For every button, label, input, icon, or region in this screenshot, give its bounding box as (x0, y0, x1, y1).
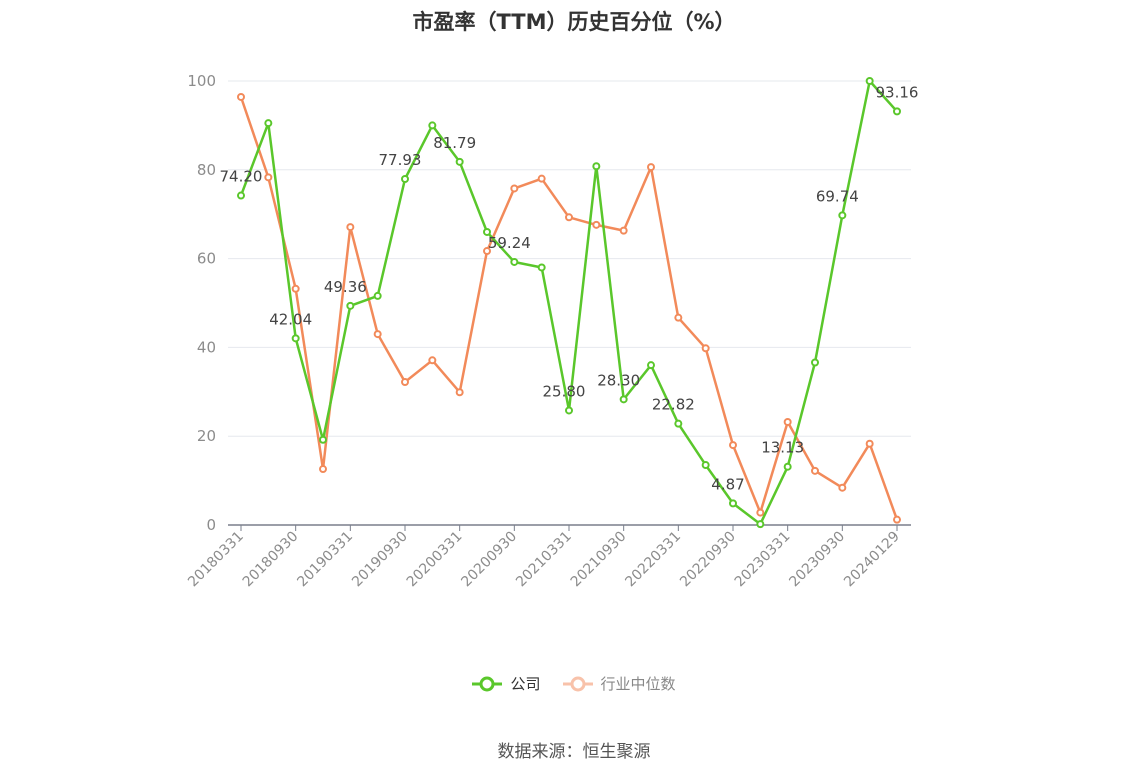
data-label: 93.16 (876, 83, 919, 101)
y-tick-label: 20 (197, 427, 216, 445)
company-data-point (619, 395, 628, 404)
legend-industry-marker-icon (562, 676, 593, 691)
company-data-point (291, 334, 300, 343)
company-data-point (701, 461, 710, 470)
industry-data-point (264, 173, 273, 182)
industry-data-point (756, 508, 765, 517)
source-note: 数据来源：恒生聚源 (497, 742, 651, 762)
company-data-point (811, 358, 819, 367)
industry-data-point (373, 330, 382, 339)
x-tick-label: 20240129 (841, 529, 903, 591)
company-data-point (647, 361, 655, 370)
company-data-point (373, 291, 382, 300)
company-data-point (592, 162, 601, 171)
company-data-point (428, 121, 437, 130)
company-data-point (537, 263, 546, 272)
legend-company-marker-icon (472, 676, 503, 691)
industry-data-point (783, 417, 792, 426)
data-label: 22.82 (652, 396, 695, 414)
industry-data-point (893, 515, 901, 524)
legend-industry-label: 行业中位数 (600, 675, 676, 693)
x-tick-label: 20230331 (732, 529, 794, 591)
industry-data-point (346, 223, 355, 232)
x-tick-label: 20190930 (349, 529, 411, 591)
legend-company-label: 公司 (510, 675, 541, 693)
data-label: 28.30 (597, 371, 640, 389)
data-label: 74.20 (220, 168, 263, 186)
industry-data-point (647, 163, 655, 172)
x-tick-label: 20190331 (294, 529, 356, 591)
industry-data-point (428, 356, 437, 365)
x-tick-label: 20210930 (568, 529, 630, 591)
industry-data-point (865, 439, 874, 448)
data-label: 81.79 (433, 134, 476, 152)
company-data-point (865, 77, 874, 85)
company-data-point (319, 435, 327, 444)
legend-item-industry[interactable]: 行业中位数 (562, 673, 676, 694)
data-label-layer: 74.20 42.04 49.36 77.93 81.79 59.24 25.80 28.30… (220, 83, 919, 493)
company-data-point (510, 257, 519, 266)
company-data-point (264, 119, 273, 128)
industry-data-point (729, 441, 737, 450)
x-tick-label: 20180930 (240, 529, 302, 591)
company-data-point (838, 211, 847, 220)
company-data-point (483, 227, 491, 236)
y-tick-label: 60 (197, 250, 216, 268)
data-label: 25.80 (543, 382, 586, 400)
company-data-point (455, 157, 464, 166)
x-tick-label: 20220331 (622, 529, 684, 591)
y-tick-label: 40 (197, 338, 216, 356)
legend-item-company[interactable]: 公司 (472, 673, 541, 694)
x-tick-label: 20180331 (185, 529, 247, 591)
industry-data-point (319, 465, 327, 474)
industry-data-point (537, 174, 546, 183)
company-data-point (674, 419, 683, 428)
chart-title: 市盈率（TTM）历史百分位（%） (412, 10, 736, 34)
company-data-point (756, 520, 765, 529)
x-tick-label: 20210331 (513, 529, 575, 591)
data-label: 4.87 (711, 475, 744, 493)
industry-data-point (455, 388, 464, 397)
y-tick-label: 0 (206, 516, 216, 534)
data-label: 42.04 (269, 310, 312, 328)
industry-data-point (838, 483, 847, 492)
industry-data-point (291, 284, 300, 293)
company-data-point (346, 301, 355, 310)
data-label: 69.74 (816, 187, 859, 205)
x-tick-label: 20200331 (404, 529, 466, 591)
industry-data-point (811, 466, 819, 475)
legend: 公司 行业中位数 (0, 673, 1148, 694)
data-label: 49.36 (324, 278, 367, 296)
industry-data-point (510, 184, 519, 193)
company-data-point (893, 107, 901, 116)
y-tick-label: 80 (197, 161, 216, 179)
series-layer (237, 77, 901, 529)
y-tick-label: 100 (187, 72, 216, 90)
industry-data-point (237, 92, 245, 101)
company-data-point (565, 406, 573, 415)
data-label: 59.24 (488, 234, 531, 252)
industry-data-point (483, 247, 491, 256)
industry-data-point (701, 344, 710, 353)
company-data-point (237, 191, 245, 200)
company-data-point (401, 174, 409, 183)
industry-data-point (565, 213, 573, 222)
data-label: 13.13 (761, 439, 804, 457)
x-tick-label: 20200930 (458, 529, 520, 591)
industry-data-point (619, 226, 628, 235)
company-data-point (783, 462, 792, 471)
series-line-company (239, 79, 898, 526)
x-tick-label: 20230930 (786, 529, 848, 591)
x-tick-label: 20220930 (677, 529, 739, 591)
industry-data-point (401, 378, 409, 387)
data-label: 77.93 (379, 151, 422, 169)
industry-data-point (592, 220, 601, 229)
industry-data-point (674, 313, 683, 322)
company-data-point (729, 499, 737, 508)
